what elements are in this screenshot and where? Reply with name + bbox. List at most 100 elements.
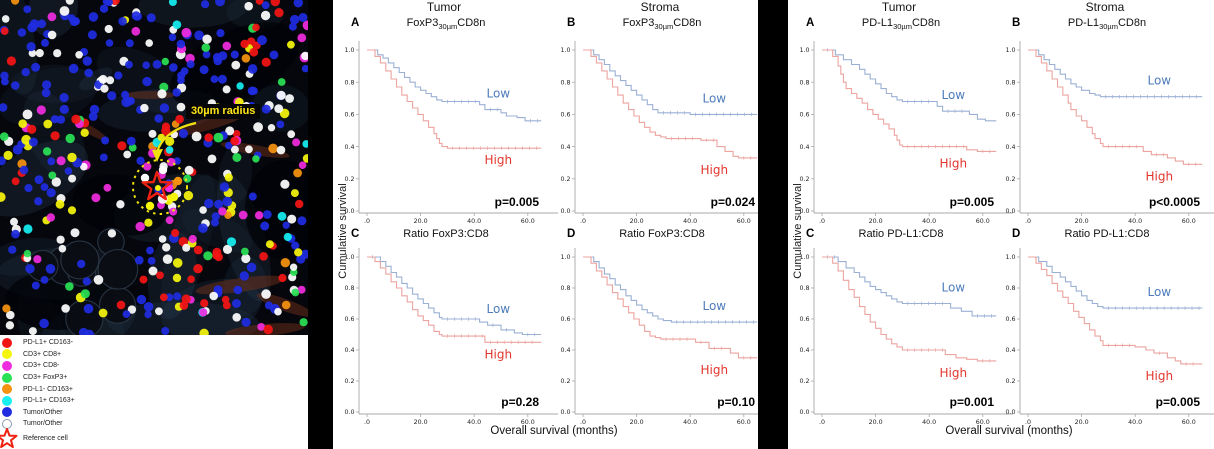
legend-item: Tumor/Other <box>2 407 302 419</box>
column-header-stroma: Stroma <box>1085 0 1125 14</box>
legend-item: PD-L1- CD163+ <box>2 383 302 395</box>
legend-swatch-blue <box>2 407 12 418</box>
svg-text:20.0: 20.0 <box>869 218 883 225</box>
svg-text:1.0: 1.0 <box>344 254 354 261</box>
svg-text:0.4: 0.4 <box>560 347 570 354</box>
svg-text:.0: .0 <box>819 218 825 225</box>
svg-text:0.6: 0.6 <box>1005 112 1015 119</box>
svg-text:40.0: 40.0 <box>922 419 936 426</box>
svg-text:.0: .0 <box>364 218 370 225</box>
svg-text:High: High <box>701 163 729 177</box>
svg-text:.0: .0 <box>580 419 586 426</box>
svg-text:60.0: 60.0 <box>521 419 535 426</box>
svg-text:High: High <box>940 366 968 380</box>
panel-title: FoxP330µmCD8n <box>406 17 486 32</box>
legend-swatch-orange <box>2 384 12 395</box>
svg-text:0.2: 0.2 <box>1005 378 1015 385</box>
svg-text:20.0: 20.0 <box>630 419 644 426</box>
pdl1-survival-figure: 0.0 0.2 0.4 0.6 0.8 1.0 .0 20.0 40.0 60.0 Low High 0… <box>788 0 1214 449</box>
svg-text:.0: .0 <box>819 419 825 426</box>
legend-label: PD-L1- CD163+ <box>23 385 73 393</box>
svg-text:40.0: 40.0 <box>1128 218 1142 225</box>
legend-item: PD-L1+ CD163- <box>2 337 302 349</box>
legend-label: PD-L1+ CD163- <box>23 339 73 347</box>
svg-text:1.0: 1.0 <box>1005 254 1015 261</box>
svg-text:1.0: 1.0 <box>1005 47 1015 54</box>
legend-swatch-green <box>2 372 12 383</box>
legend-item: CD3+ CD8- <box>2 360 302 372</box>
svg-text:0.4: 0.4 <box>799 347 809 354</box>
svg-text:Low: Low <box>1147 285 1171 299</box>
svg-text:20.0: 20.0 <box>1075 218 1089 225</box>
phenotype-legend: PD-L1+ CD163- CD3+ CD8+ CD3+ CD8- CD3+ F… <box>0 337 302 449</box>
panel-title: Ratio PD-L1:CD8 <box>1064 228 1150 240</box>
svg-text:0.8: 0.8 <box>799 285 809 292</box>
panel-letter: C <box>806 228 815 240</box>
svg-text:60.0: 60.0 <box>1182 218 1196 225</box>
svg-text:.0: .0 <box>364 419 370 426</box>
svg-text:0.0: 0.0 <box>560 208 570 215</box>
legend-item: PD-L1+ CD163+ <box>2 395 302 407</box>
svg-text:0.0: 0.0 <box>799 409 809 416</box>
svg-text:0.8: 0.8 <box>344 79 354 86</box>
legend-label: CD3+ CD8+ <box>23 350 62 358</box>
panel-letter: A <box>806 17 815 29</box>
separator-strip <box>758 0 788 449</box>
svg-text:0.2: 0.2 <box>560 378 570 385</box>
svg-text:0.2: 0.2 <box>560 176 570 183</box>
legend-label: Tumor/Other <box>23 420 63 428</box>
svg-text:0.6: 0.6 <box>1005 316 1015 323</box>
legend-item: CD3+ FoxP3+ <box>2 372 302 384</box>
p-value: p=0.10 <box>717 395 755 409</box>
column-header-tumor: Tumor <box>426 0 462 14</box>
svg-text:20.0: 20.0 <box>414 218 428 225</box>
svg-text:0.8: 0.8 <box>1005 79 1015 86</box>
svg-text:High: High <box>940 156 968 170</box>
svg-text:High: High <box>485 153 513 167</box>
panel-title: Ratio PD-L1:CD8 <box>858 228 944 240</box>
column-header-tumor: Tumor <box>881 0 917 14</box>
svg-text:1.0: 1.0 <box>344 47 354 54</box>
svg-text:0.0: 0.0 <box>344 208 354 215</box>
svg-text:20.0: 20.0 <box>414 419 428 426</box>
svg-text:0.4: 0.4 <box>799 144 809 151</box>
panel-letter: C <box>351 228 360 240</box>
svg-text:1.0: 1.0 <box>799 47 809 54</box>
svg-text:1.0: 1.0 <box>560 254 570 261</box>
svg-text:0.8: 0.8 <box>560 285 570 292</box>
svg-text:20.0: 20.0 <box>1075 419 1089 426</box>
pdl1-km-plots: 0.0 0.2 0.4 0.6 0.8 1.0 .0 20.0 40.0 60.0 Low High 0… <box>799 41 1214 426</box>
legend-label: CD3+ FoxP3+ <box>23 374 68 382</box>
microscopy-panel: 30µm radius <box>0 0 308 335</box>
y-axis-label: Cumulative survival <box>337 183 349 279</box>
svg-text:40.0: 40.0 <box>467 419 481 426</box>
svg-text:40.0: 40.0 <box>922 218 936 225</box>
svg-text:20.0: 20.0 <box>630 218 644 225</box>
panel-title: PD-L130µmCD8n <box>861 17 941 32</box>
svg-text:0.4: 0.4 <box>344 144 354 151</box>
svg-text:0.0: 0.0 <box>344 409 354 416</box>
svg-text:.0: .0 <box>580 218 586 225</box>
svg-text:60.0: 60.0 <box>976 218 990 225</box>
svg-text:20.0: 20.0 <box>869 419 883 426</box>
svg-text:0.4: 0.4 <box>344 347 354 354</box>
legend-item: CD3+ CD8+ <box>2 349 302 361</box>
svg-text:Low: Low <box>702 299 726 313</box>
svg-text:60.0: 60.0 <box>737 419 751 426</box>
svg-text:0.2: 0.2 <box>799 176 809 183</box>
svg-text:High: High <box>485 347 513 361</box>
legend-item: Reference cell <box>0 427 302 448</box>
svg-text:0.8: 0.8 <box>344 285 354 292</box>
svg-text:0.6: 0.6 <box>560 112 570 119</box>
svg-text:0.6: 0.6 <box>344 316 354 323</box>
p-value: p<0.0005 <box>1148 195 1200 209</box>
svg-text:40.0: 40.0 <box>1128 419 1142 426</box>
p-value: p=0.005 <box>1155 395 1200 409</box>
column-header-stroma: Stroma <box>640 0 680 14</box>
svg-text:0.0: 0.0 <box>799 208 809 215</box>
svg-text:0.6: 0.6 <box>560 316 570 323</box>
svg-text:60.0: 60.0 <box>737 218 751 225</box>
svg-text:0.4: 0.4 <box>1005 347 1015 354</box>
legend-swatch-magenta <box>2 360 12 371</box>
